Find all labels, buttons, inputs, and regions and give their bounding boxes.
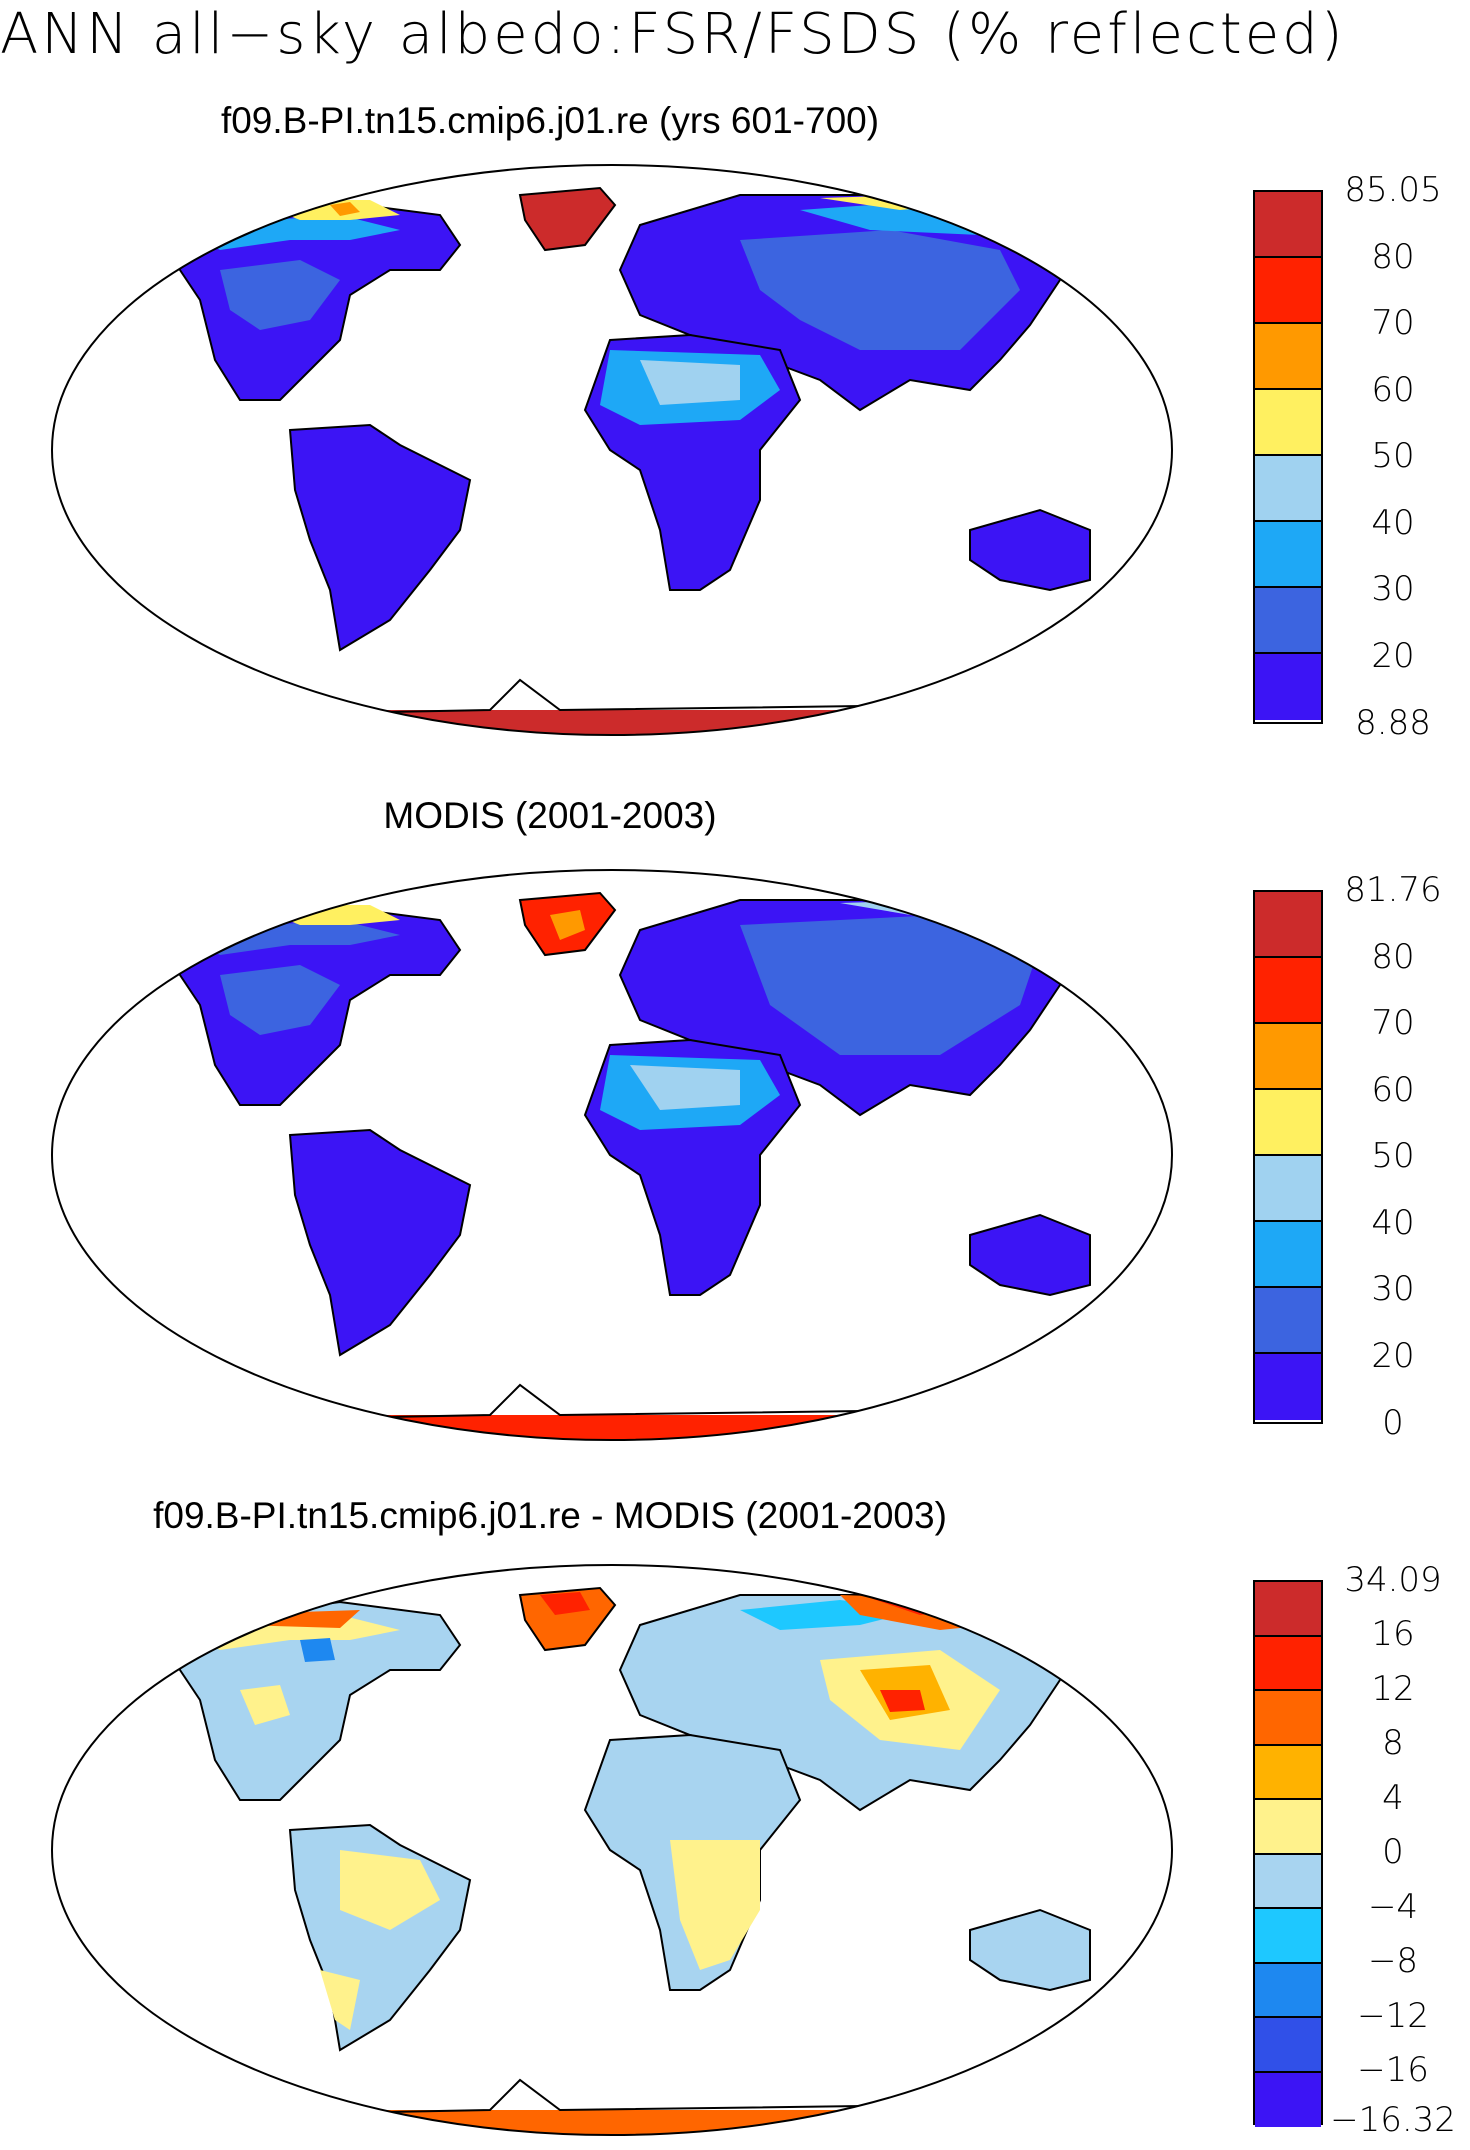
- panel-3-title: f09.B-PI.tn15.cmip6.j01.re - MODIS (2001…: [153, 1495, 947, 1536]
- cb3-seg: [1255, 1582, 1321, 1637]
- cb2-seg: [1255, 1288, 1321, 1354]
- cb3-label: 34.09: [1344, 1560, 1442, 1600]
- south-america: [288, 1128, 472, 1357]
- panel-3-colorbar: [1253, 1580, 1323, 2127]
- cb3-label: 4: [1382, 1778, 1404, 1818]
- panel-2-colorbar: [1253, 890, 1323, 1424]
- antarctica: [52, 2110, 1172, 2135]
- cb1-label: 50: [1371, 436, 1415, 476]
- cb2-seg: [1255, 1222, 1321, 1288]
- figure-title: ANN all−sky albedo:FSR/FSDS (% reflected…: [0, 2, 1346, 67]
- cb1-seg: [1255, 390, 1321, 456]
- australia: [969, 1213, 1091, 1297]
- cb3-label: −12: [1357, 1996, 1429, 2036]
- cb1-seg: [1255, 522, 1321, 588]
- cb3-seg: [1255, 1963, 1321, 2018]
- cb3-label: 16: [1371, 1614, 1415, 1654]
- cb2-seg: [1255, 1024, 1321, 1090]
- cb3-label: −4: [1367, 1887, 1419, 1927]
- cb1-seg: [1255, 654, 1321, 720]
- cb2-seg: [1255, 892, 1321, 958]
- cb2-seg: [1255, 1354, 1321, 1420]
- cb3-seg: [1255, 1636, 1321, 1691]
- australia: [969, 1908, 1091, 1992]
- cb1-label: 85.05: [1344, 170, 1442, 210]
- cb2-label: 30: [1371, 1269, 1415, 1309]
- cb3-seg: [1255, 1691, 1321, 1746]
- cb1-seg: [1255, 588, 1321, 654]
- cb3-seg: [1255, 1854, 1321, 1909]
- greenland: [518, 1586, 617, 1652]
- cb2-seg: [1255, 1090, 1321, 1156]
- panel-1-colorbar: [1253, 190, 1323, 724]
- cb1-label: 80: [1371, 237, 1415, 277]
- north-america: [173, 1600, 462, 1801]
- cb1-seg: [1255, 192, 1321, 258]
- cb3-seg: [1255, 1909, 1321, 1964]
- cb2-label: 0: [1382, 1403, 1404, 1443]
- cb2-seg: [1255, 1156, 1321, 1222]
- panel-1-map: [51, 164, 1173, 736]
- cb2-seg: [1255, 958, 1321, 1024]
- antarctica: [52, 710, 1172, 735]
- cb1-label: 20: [1371, 636, 1415, 676]
- cb3-label: 8: [1382, 1723, 1404, 1763]
- south-america: [288, 423, 472, 652]
- cb2-label: 20: [1371, 1336, 1415, 1376]
- cb3-label: −16: [1357, 2050, 1429, 2090]
- cb3-label: 0: [1382, 1832, 1404, 1872]
- cb1-label: 8.88: [1355, 703, 1431, 743]
- cb2-label: 80: [1371, 937, 1415, 977]
- cb2-label: 70: [1371, 1003, 1415, 1043]
- cb3-seg: [1255, 2072, 1321, 2127]
- greenland: [518, 186, 617, 252]
- cb2-label: 50: [1371, 1136, 1415, 1176]
- cb1-label: 60: [1371, 370, 1415, 410]
- cb2-label: 81.76: [1344, 870, 1442, 910]
- antarctica: [52, 1415, 1172, 1440]
- australia: [969, 508, 1091, 592]
- panel-3-map: [51, 1564, 1173, 2136]
- cb2-label: 60: [1371, 1070, 1415, 1110]
- cb3-seg: [1255, 2018, 1321, 2073]
- cb1-label: 30: [1371, 569, 1415, 609]
- cb3-label: −8: [1367, 1941, 1419, 1981]
- panel-2-map: [51, 869, 1173, 1441]
- cb3-seg: [1255, 1745, 1321, 1800]
- cb1-seg: [1255, 324, 1321, 390]
- cb1-seg: [1255, 258, 1321, 324]
- cb3-label: −16.32: [1330, 2100, 1456, 2140]
- cb3-label: 12: [1371, 1669, 1415, 1709]
- panel-2-title: MODIS (2001-2003): [383, 795, 717, 836]
- cb2-label: 40: [1371, 1203, 1415, 1243]
- cb1-label: 40: [1371, 503, 1415, 543]
- cb1-label: 70: [1371, 303, 1415, 343]
- cb3-seg: [1255, 1800, 1321, 1855]
- cb1-seg: [1255, 456, 1321, 522]
- panel-1-title: f09.B-PI.tn15.cmip6.j01.re (yrs 601-700): [220, 100, 880, 141]
